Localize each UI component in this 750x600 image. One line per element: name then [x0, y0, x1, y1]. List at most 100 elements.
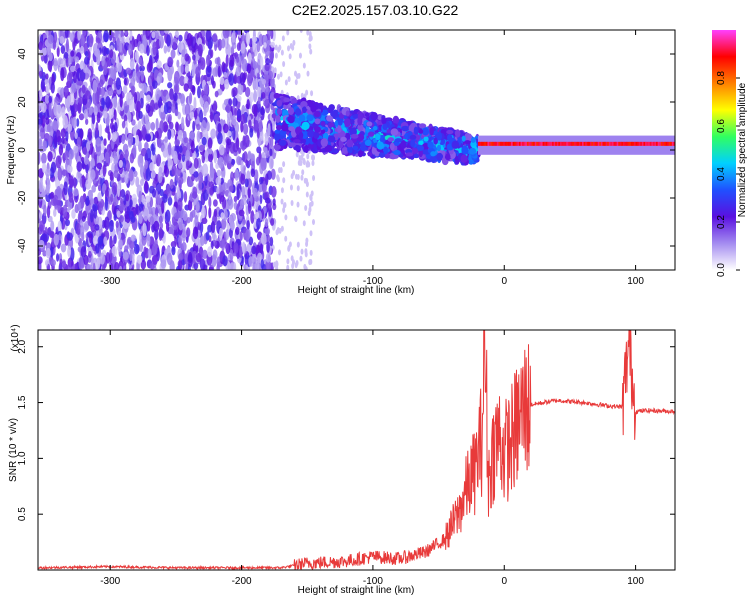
heatmap-cell	[239, 72, 246, 86]
heatmap-cell	[178, 34, 183, 42]
heatmap-cell	[103, 236, 108, 246]
heatmap-cell	[150, 143, 155, 152]
heatmap-cell	[357, 150, 363, 158]
heatmap-cell	[193, 97, 197, 111]
heatmap-cell	[230, 212, 237, 222]
heatmap-cell	[129, 152, 135, 164]
heatmap-cell	[312, 174, 316, 181]
heatmap-cell	[190, 140, 195, 154]
heatmap-cell	[165, 221, 170, 232]
heatmap-cell	[292, 39, 296, 46]
heatmap-cell	[250, 168, 256, 178]
colorbar-gradient	[712, 30, 736, 270]
heatmap-cell	[300, 154, 304, 161]
heatmap-cell	[287, 115, 295, 124]
heatmap-cell	[241, 40, 246, 54]
heatmap-cell	[122, 85, 128, 94]
heatmap-cell	[111, 32, 115, 39]
snr-y-ticks: 0.51.01.52.0	[17, 339, 675, 521]
heatmap-cell	[55, 155, 62, 169]
heatmap-cell	[317, 102, 324, 110]
heatmap-cell	[168, 113, 172, 123]
heatmap-cell	[290, 173, 294, 180]
heatmap-cell	[160, 105, 165, 113]
heatmap-cell	[91, 184, 96, 193]
heatmap-cell	[210, 111, 214, 123]
heatmap-cell	[62, 260, 66, 269]
heatmap-cell	[381, 117, 387, 125]
heatmap-cell	[117, 62, 123, 73]
heatmap-cell	[84, 90, 91, 100]
heatmap-cell	[66, 95, 71, 108]
heatmap-cell	[113, 95, 118, 108]
heatmap-cell	[265, 252, 271, 263]
heatmap-cell	[306, 153, 310, 160]
heatmap-cell	[92, 79, 98, 94]
snr-y-multiplier: (x10⁴)	[10, 324, 21, 351]
heatmap-cell	[113, 169, 119, 179]
heatmap-cell	[121, 120, 126, 129]
heatmap-cell	[163, 45, 168, 54]
heatmap-cell	[93, 105, 98, 117]
heatmap-cell	[225, 54, 229, 68]
heatmap-cell	[176, 59, 180, 68]
heatmap-cell	[337, 124, 342, 134]
heatmap-cell	[175, 168, 179, 181]
heatmap-cell	[229, 249, 234, 262]
heatmap-cell	[310, 105, 317, 113]
heatmap-cell	[74, 56, 80, 63]
heatmap-cell	[105, 251, 111, 264]
heatmap-cell	[84, 56, 90, 65]
heatmap-cell	[209, 186, 214, 196]
heatmap-cell	[66, 72, 73, 84]
heatmap-cell	[103, 111, 108, 119]
heatmap-cell	[215, 64, 219, 78]
heatmap-cell	[330, 110, 338, 117]
heatmap-cell	[256, 129, 260, 139]
heatmap-cell	[210, 128, 217, 139]
heatmap-cell	[300, 174, 304, 181]
heatmap-cell	[309, 249, 313, 256]
heatmap-cell	[409, 134, 417, 140]
heatmap-cell	[174, 30, 179, 38]
heatmap-cell	[149, 162, 155, 172]
heatmap-cell	[68, 56, 72, 68]
heatmap-cell	[273, 133, 280, 141]
heatmap-cell	[257, 96, 261, 105]
spectrogram-x-tick-label: 100	[627, 276, 644, 287]
heatmap-cell	[90, 169, 96, 181]
heatmap-cell	[77, 201, 82, 210]
heatmap-cell	[297, 159, 301, 166]
heatmap-cell	[185, 149, 191, 161]
heatmap-cell	[280, 225, 284, 232]
heatmap-cell	[145, 30, 151, 41]
snr-x-ticks: -300 -200 -100 0 100	[100, 330, 644, 587]
heatmap-cell	[250, 69, 255, 78]
heatmap-cell	[204, 173, 208, 187]
heatmap-cell	[284, 235, 288, 242]
heatmap-cell	[306, 70, 310, 77]
heatmap-cell	[390, 128, 399, 136]
heatmap-cell	[382, 123, 388, 131]
heatmap-cell	[302, 159, 306, 166]
heatmap-cell	[350, 133, 359, 139]
heatmap-cell	[268, 155, 274, 170]
heatmap-cell	[314, 126, 321, 133]
heatmap-cell	[73, 145, 79, 154]
heatmap-cell	[429, 127, 434, 136]
heatmap-cell	[208, 153, 214, 163]
heatmap-cell	[130, 234, 136, 242]
heatmap-cell	[152, 41, 157, 56]
heatmap-cell	[269, 236, 274, 247]
heatmap-cell	[215, 176, 222, 186]
heatmap-cell	[274, 44, 278, 51]
heatmap-cell	[340, 136, 347, 142]
heatmap-cell	[276, 99, 283, 107]
heatmap-cell	[94, 48, 101, 58]
heatmap-cell	[105, 96, 111, 109]
heatmap-cell	[57, 200, 62, 214]
heatmap-cell	[192, 186, 198, 197]
heatmap-cell	[169, 224, 174, 235]
heatmap-cell	[282, 161, 286, 168]
heatmap-cell	[174, 139, 181, 146]
